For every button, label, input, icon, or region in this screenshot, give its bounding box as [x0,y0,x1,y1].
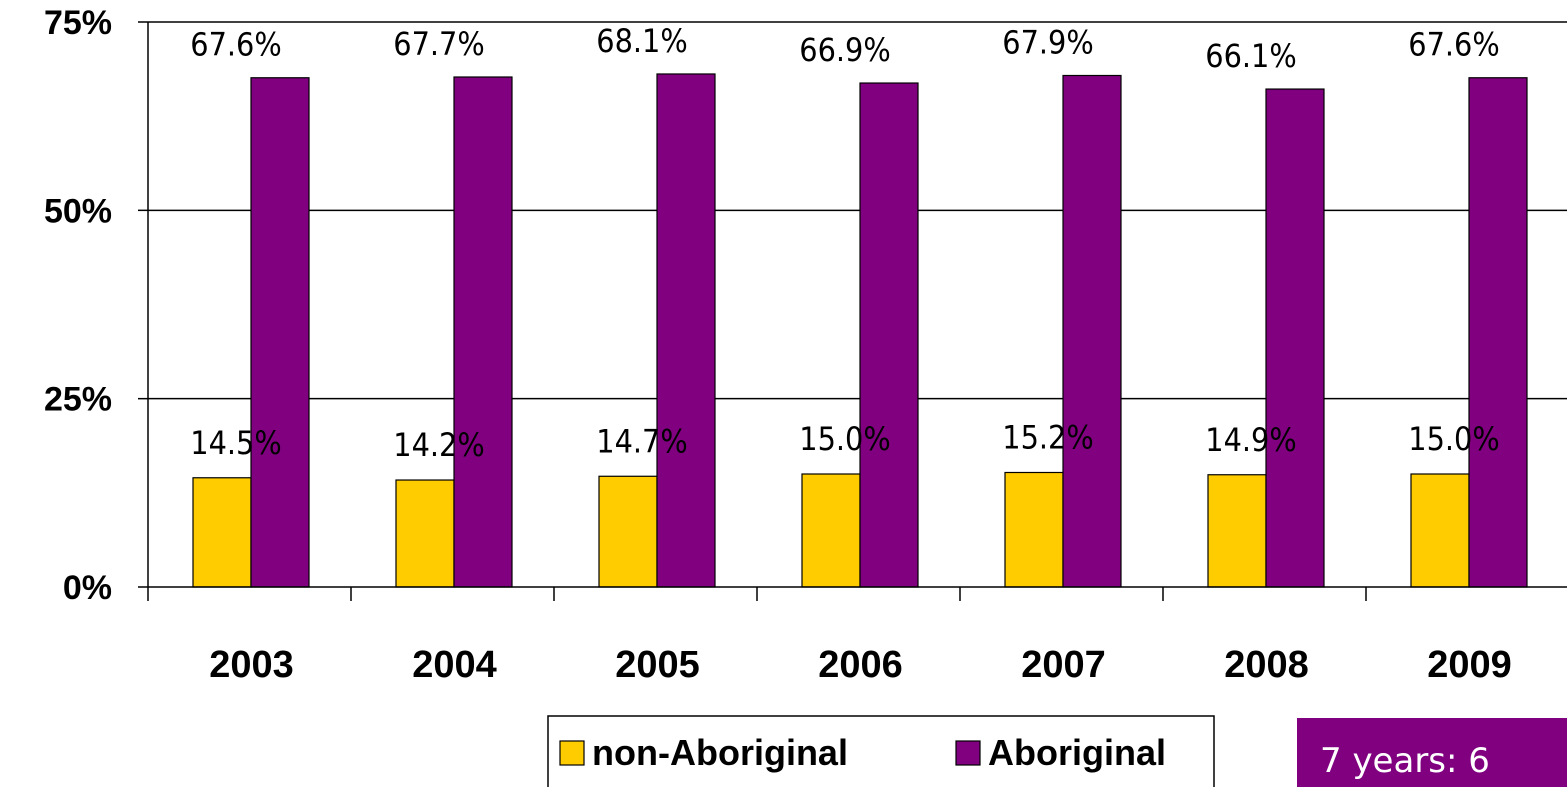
data-label: 15.2% [1002,418,1093,456]
callout-box: 7 years: 6 [1297,718,1567,787]
data-label: 15.0% [799,420,890,458]
data-label: 67.9% [1002,23,1093,61]
bar-aboriginal [859,82,919,588]
legend-label-aboriginal: Aboriginal [988,732,1166,773]
data-label: 14.5% [190,424,281,462]
bar-non-aboriginal [1410,473,1470,588]
legend-label-non-aboriginal: non-Aboriginal [592,732,848,773]
bar-non-aboriginal [1004,471,1064,588]
data-label: 14.7% [596,422,687,460]
x-tick-label: 2003 [209,644,294,686]
x-tick-label: 2006 [818,644,903,686]
data-label: 14.2% [393,426,484,464]
callout-background [1297,718,1567,787]
x-axis: 2003 2004 2005 2006 2007 2008 2009 [148,586,1567,686]
x-tick-label: 2008 [1224,644,1309,686]
bar-aboriginal [1062,74,1122,588]
legend-box [547,715,1215,787]
x-tick-label: 2005 [615,644,700,686]
callout-text: 7 years: 6 [1320,741,1490,781]
y-axis: 0% 25% 50% 75% [44,4,149,607]
data-label: 15.0% [1408,420,1499,458]
bar-non-aboriginal [1207,474,1267,588]
data-label: 67.6% [190,26,281,64]
data-label: 67.6% [1408,26,1499,64]
x-tick-label: 2009 [1427,644,1512,686]
bar-aboriginal [453,76,513,588]
bar-aboriginal [1468,77,1528,588]
y-tick-label: 75% [44,4,112,42]
bar-aboriginal [250,77,310,588]
data-label: 66.9% [799,31,890,69]
legend-swatch-non-aboriginal [559,740,585,766]
bar-non-aboriginal [395,479,455,588]
x-tick-label: 2007 [1021,644,1106,686]
y-tick-label: 0% [63,569,112,607]
data-label: 66.1% [1205,37,1296,75]
bars [192,73,1528,588]
gridlines [148,21,1567,400]
y-tick-label: 25% [44,381,112,419]
x-tick-label: 2004 [412,644,497,686]
data-labels: 14.5% 67.6% 14.2% 67.7% 14.7% 68.1% 15.0% 66.9%… [190,22,1499,464]
data-label: 14.9% [1205,421,1296,459]
data-label: 67.7% [393,25,484,63]
bar-non-aboriginal [801,473,861,588]
bar-aboriginal [656,73,716,588]
bar-aboriginal [1265,88,1325,588]
legend-swatch-aboriginal [955,740,981,766]
bar-non-aboriginal [598,475,658,588]
legend: non-Aboriginal Aboriginal [547,715,1215,787]
y-tick-label: 50% [44,192,112,230]
data-label: 68.1% [596,22,687,60]
bar-non-aboriginal [192,477,252,588]
